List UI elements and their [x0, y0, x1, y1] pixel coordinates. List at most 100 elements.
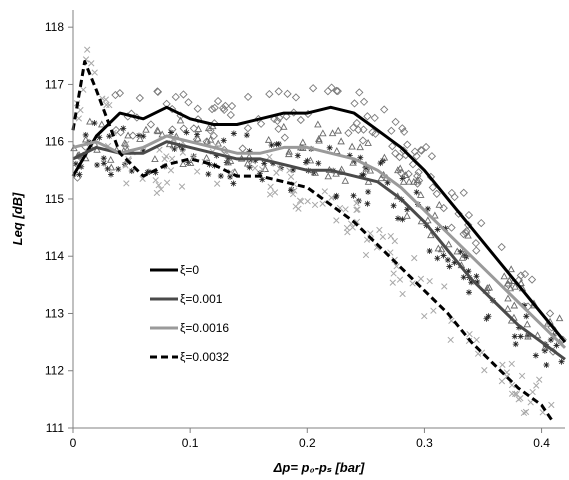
scatter-point — [156, 146, 163, 153]
scatter-point — [399, 216, 406, 223]
scatter-point — [404, 206, 411, 213]
scatter-point — [152, 177, 159, 184]
scatter-point — [184, 98, 193, 107]
scatter-point — [96, 134, 103, 141]
scatter-point — [543, 361, 550, 368]
scatter-point — [458, 253, 467, 261]
scatter-point — [337, 137, 345, 145]
scatter-point — [333, 217, 340, 224]
scatter-point — [523, 313, 530, 320]
scatter-point — [434, 244, 443, 252]
scatter-point — [264, 135, 273, 143]
scatter-point — [349, 224, 356, 231]
scatter-point — [365, 188, 372, 195]
scatter-point — [167, 167, 175, 174]
scatter-point — [558, 358, 565, 365]
scatter-point — [213, 152, 220, 159]
scatter-point — [218, 103, 228, 113]
scatter-point — [261, 160, 268, 167]
scatter-point — [230, 130, 237, 137]
scatter-point — [205, 171, 212, 178]
scatter-point — [516, 271, 526, 280]
scatter-point — [359, 125, 368, 134]
scatter-point — [473, 336, 480, 344]
scatter-point — [527, 275, 537, 284]
scatter-point — [510, 301, 519, 309]
scatter-point — [299, 138, 307, 146]
scatter-point — [341, 176, 350, 184]
scatter-point — [380, 105, 389, 114]
scatter-point — [267, 183, 274, 190]
scatter-point — [178, 183, 186, 190]
scatter-point — [517, 395, 524, 402]
scatter-point — [390, 202, 397, 209]
scatter-point — [285, 150, 293, 158]
scatter-point — [207, 104, 217, 114]
scatter-point — [384, 179, 391, 186]
scatter-point — [252, 157, 259, 164]
scatter-point — [529, 388, 536, 396]
scatter-point — [399, 177, 408, 185]
y-tick-label: 112 — [45, 364, 64, 378]
x-tick-label: 0 — [70, 436, 77, 450]
scatter-point — [355, 88, 364, 97]
scatter-point — [421, 142, 431, 152]
scatter-point — [167, 129, 174, 136]
scatter-point — [311, 201, 319, 209]
scatter-point — [259, 176, 266, 183]
scatter-point — [371, 129, 380, 138]
scatter-point — [541, 347, 548, 354]
scatter-point — [144, 169, 151, 176]
scatter-point — [332, 86, 341, 96]
scatter-point — [315, 136, 323, 144]
scatter-point — [349, 158, 357, 166]
scatter-point — [364, 177, 373, 185]
scatter-point — [472, 246, 481, 255]
scatter-point — [391, 149, 400, 158]
scatter-point — [442, 225, 449, 232]
scatter-point — [387, 232, 394, 240]
scatter-point — [226, 110, 235, 120]
scatter-point — [350, 99, 359, 108]
scatter-point — [179, 90, 188, 99]
scatter-point — [189, 124, 198, 133]
scatter-point — [319, 129, 327, 137]
scatter-point — [511, 390, 519, 398]
scatter-point — [399, 175, 406, 182]
scatter-point — [399, 127, 409, 136]
scatter-point — [259, 166, 266, 173]
scatter-point — [394, 166, 402, 174]
scatter-point — [353, 206, 360, 214]
scatter-point — [547, 336, 554, 343]
scatter-point — [332, 194, 339, 201]
scatter-point — [107, 163, 116, 171]
scatter-point — [111, 90, 120, 100]
scatter-point — [426, 277, 433, 285]
scatter-point — [104, 165, 111, 172]
scatter-point — [527, 399, 534, 406]
scatter-point — [424, 216, 432, 224]
scatter-point — [296, 115, 305, 125]
scatter-point — [161, 155, 168, 163]
scatter-point — [77, 106, 84, 114]
scatter-point — [334, 126, 342, 134]
scatter-point — [291, 93, 301, 102]
scatter-point — [474, 279, 481, 286]
scatter-point — [508, 360, 515, 368]
scatter-point — [179, 160, 187, 168]
scatter-point — [294, 152, 301, 159]
scatter-point — [466, 330, 473, 338]
scatter-point — [227, 101, 237, 111]
scatter-point — [503, 369, 511, 376]
scatter-point — [183, 129, 190, 136]
scatter-point — [290, 166, 297, 173]
scatter-point — [517, 333, 524, 340]
scatter-point — [416, 190, 425, 198]
scatter-point — [364, 138, 372, 146]
scatter-point — [210, 103, 219, 113]
series-line — [71, 60, 555, 424]
scatter-point — [214, 180, 221, 187]
x-tick-label: 0.1 — [182, 436, 199, 450]
scatter-point — [395, 152, 404, 162]
